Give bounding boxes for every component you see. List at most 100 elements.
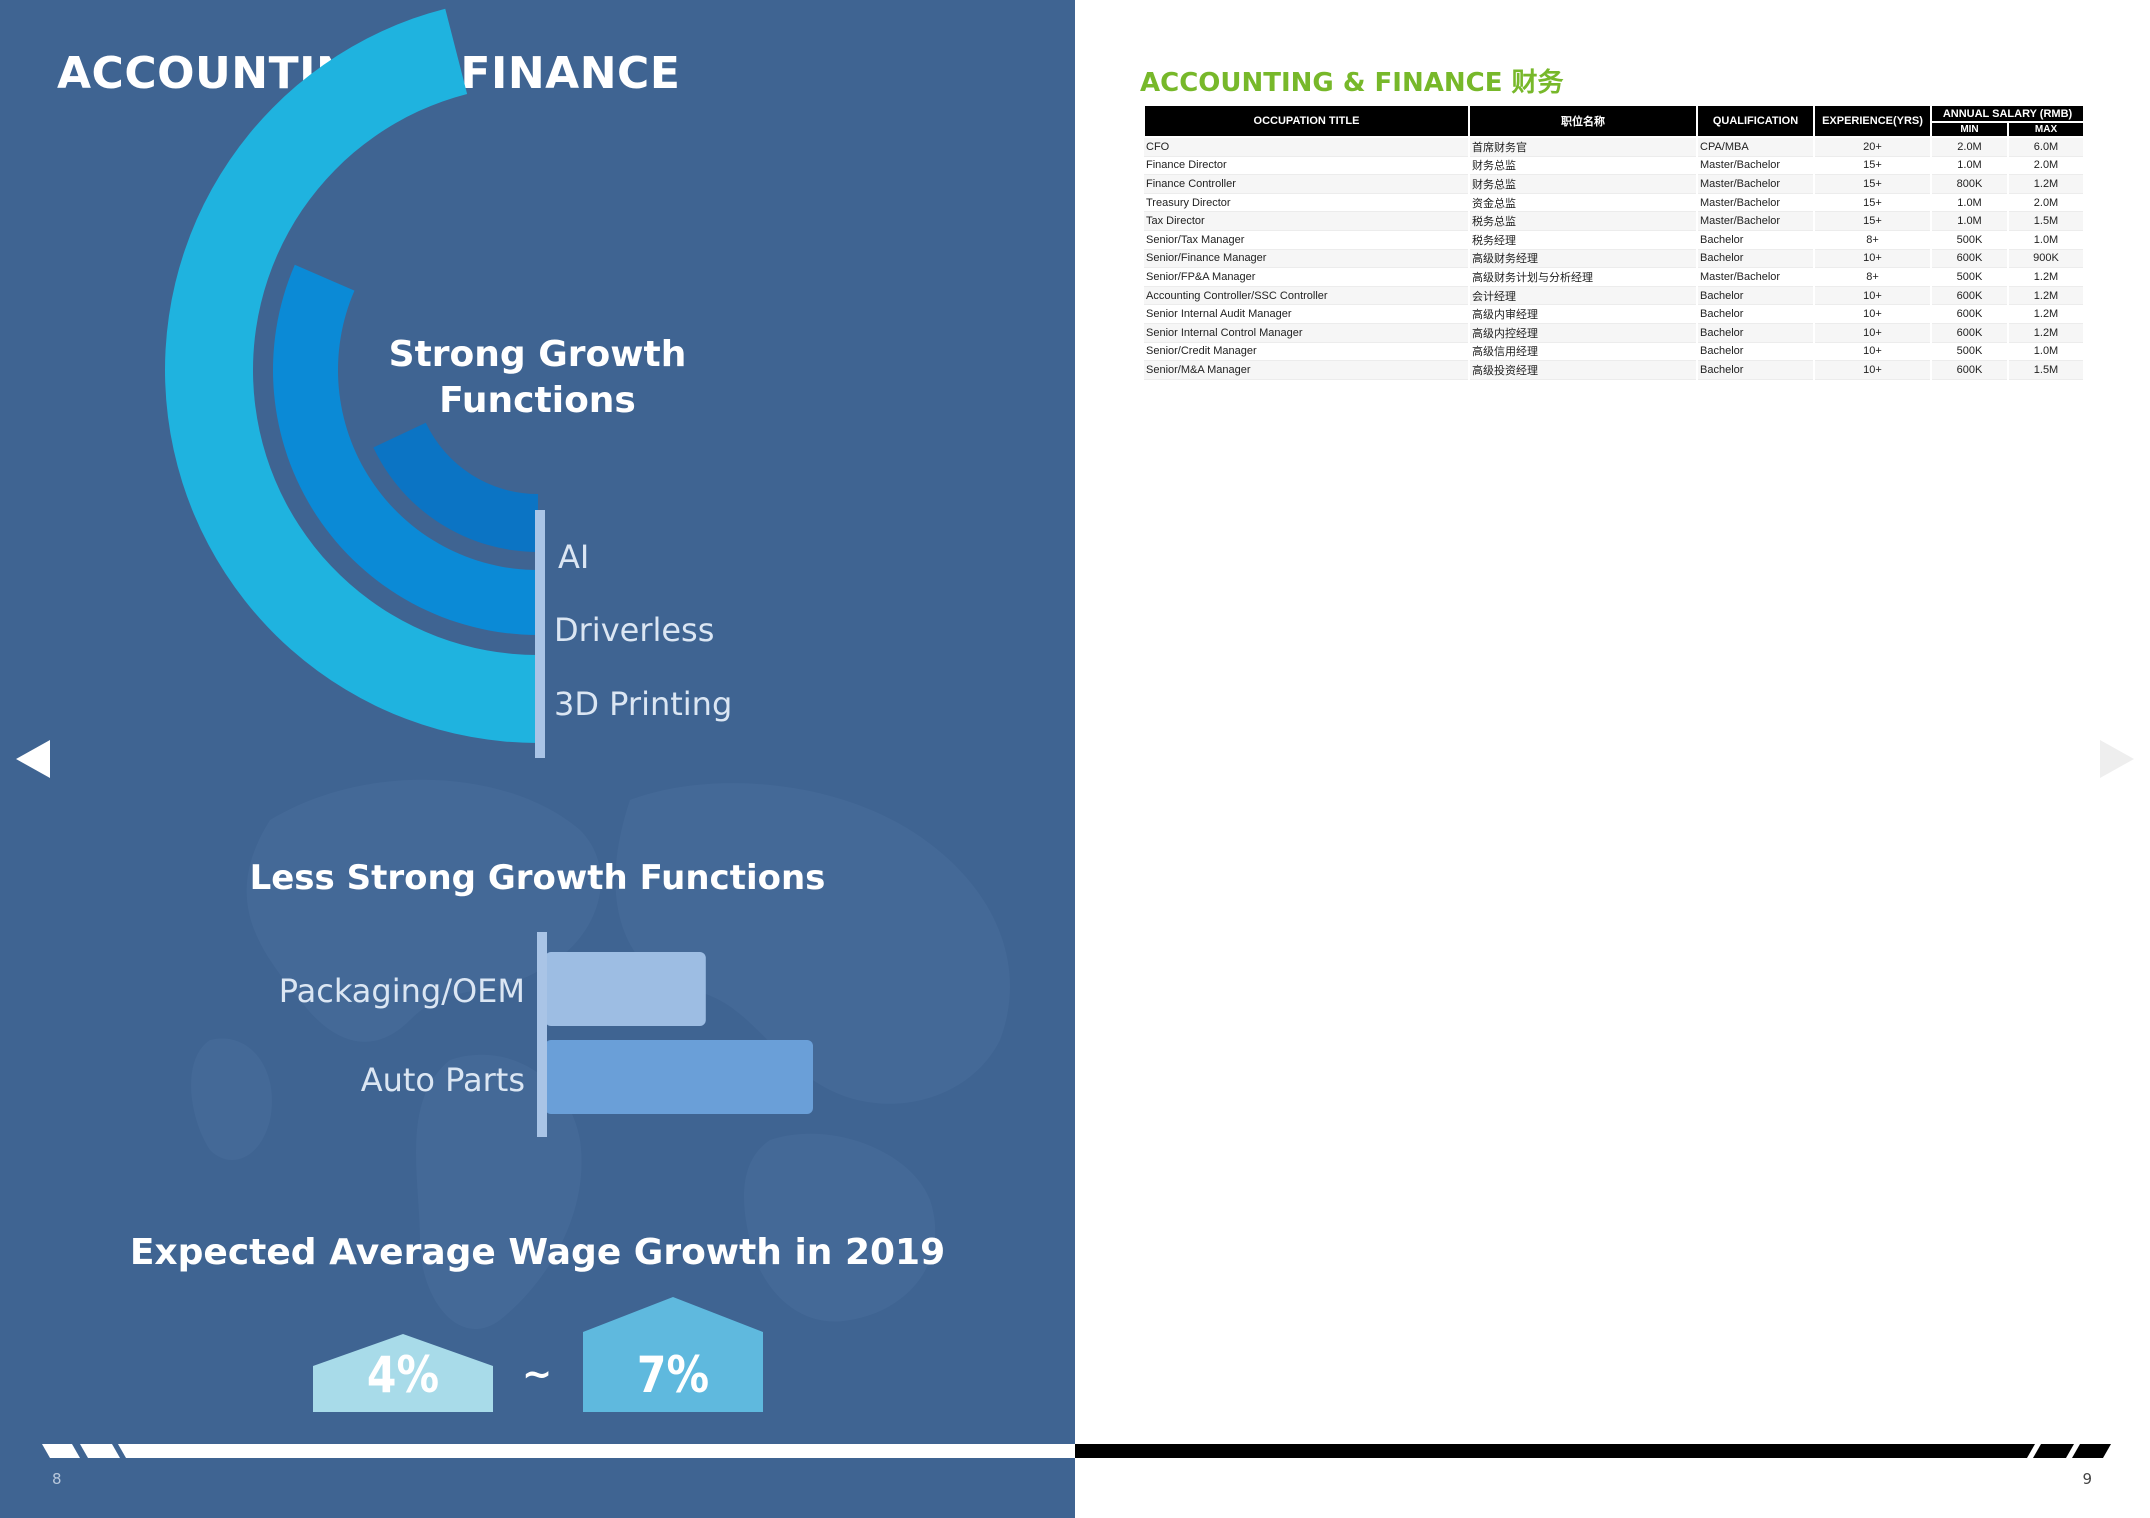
table-row: Senior/Tax Manager 税务经理 Bachelor 8+ 500K 1.0M (1144, 230, 2086, 250)
col-occupation-cn: 高级财务经理 (1469, 249, 1698, 269)
arc-label-driverless: Driverless (554, 611, 715, 649)
col-qualification: CPA/MBA (1697, 137, 1815, 157)
left-page: ACCOUNTING & FINANCE Strong Growth Funct… (0, 0, 1075, 1518)
col-salary-max: 2.0M (2008, 156, 2086, 176)
wage-low-house-shape (313, 1334, 493, 1412)
col-occupation: Senior/FP&A Manager (1144, 267, 1470, 287)
col-qualification: Master/Bachelor (1697, 267, 1815, 287)
col-salary-min: 1.0M (1931, 193, 2009, 213)
col-occupation: Finance Controller (1144, 174, 1470, 194)
salary-table-body: CFO 首席财务官 CPA/MBA 20+ 2.0M 6.0M Finance Direct… (1144, 137, 2086, 380)
wage-separator: ~ (522, 1354, 553, 1395)
col-occupation: Senior Internal Control Manager (1144, 323, 1470, 343)
col-qualification: Bachelor (1697, 304, 1815, 324)
table-row: Treasury Director 资金总监 Master/Bachelor 15+ 1… (1144, 193, 2086, 213)
col-experience: 10+ (1814, 342, 1932, 362)
col-occupation-cn: 高级信用经理 (1469, 342, 1698, 362)
page-number-right: 9 (2082, 1470, 2092, 1488)
col-experience: 15+ (1814, 211, 1932, 231)
col-salary-max: 1.5M (2008, 211, 2086, 231)
col-experience: 10+ (1814, 249, 1932, 269)
col-occupation-cn: 高级财务计划与分析经理 (1469, 267, 1698, 287)
col-salary-min: 1.0M (1931, 156, 2009, 176)
col-occupation-cn: 高级内审经理 (1469, 304, 1698, 324)
right-footer-stripe (1075, 1444, 2111, 1458)
col-occupation: Senior Internal Audit Manager (1144, 304, 1470, 324)
triangle-left-icon[interactable] (14, 738, 52, 780)
bar-chart-axis (537, 932, 547, 1137)
strong-growth-title: Strong Growth Functions (370, 332, 705, 424)
table-row: Senior/M&A Manager 高级投资经理 Bachelor 10+ 600K 1… (1144, 360, 2086, 380)
strong-growth-title-line2: Functions (439, 380, 636, 421)
left-footer-stripe (42, 1444, 1075, 1458)
col-salary-max: 1.2M (2008, 323, 2086, 343)
arc-ai (373, 422, 538, 552)
col-qualification: Bachelor (1697, 286, 1815, 306)
col-experience: 10+ (1814, 304, 1932, 324)
col-occupation-cn: 资金总监 (1469, 193, 1698, 213)
col-salary-max: 1.5M (2008, 360, 2086, 380)
col-salary-max: 1.0M (2008, 230, 2086, 250)
table-row: Senior Internal Control Manager 高级内控经理 Bac… (1144, 323, 2086, 343)
col-qualification: Bachelor (1697, 249, 1815, 269)
col-experience: 15+ (1814, 174, 1932, 194)
col-salary-min: 600K (1931, 360, 2009, 380)
col-occupation: Senior/Credit Manager (1144, 342, 1470, 362)
header-qualification: QUALIFICATION (1696, 104, 1815, 138)
arc-chart-axis (535, 510, 545, 758)
triangle-right-icon[interactable] (2098, 738, 2136, 780)
header-occupation-cn: 职位名称 (1468, 104, 1698, 138)
col-occupation: Tax Director (1144, 211, 1470, 231)
wage-growth-title: Expected Average Wage Growth in 2019 (129, 1232, 946, 1273)
col-salary-min: 2.0M (1931, 137, 2009, 157)
col-salary-min: 600K (1931, 249, 2009, 269)
col-occupation-cn: 会计经理 (1469, 286, 1698, 306)
table-row: Senior/FP&A Manager 高级财务计划与分析经理 Master/Bac… (1144, 267, 2086, 287)
wage-high-house-shape (583, 1297, 763, 1412)
arc-driverless (273, 264, 538, 635)
col-salary-min: 500K (1931, 342, 2009, 362)
col-experience: 15+ (1814, 156, 1932, 176)
bar-packaging-oem (545, 952, 706, 1026)
col-experience: 10+ (1814, 360, 1932, 380)
col-salary-min: 500K (1931, 230, 2009, 250)
wage-high-value: 7% (636, 1346, 710, 1404)
bar-label-auto-parts: Auto Parts (360, 1061, 525, 1099)
col-salary-min: 1.0M (1931, 211, 2009, 231)
col-salary-max: 1.2M (2008, 267, 2086, 287)
col-occupation-cn: 首席财务官 (1469, 137, 1698, 157)
col-occupation-cn: 高级内控经理 (1469, 323, 1698, 343)
arc-label-ai: AI (558, 538, 590, 576)
col-qualification: Bachelor (1697, 342, 1815, 362)
col-salary-min: 500K (1931, 267, 2009, 287)
col-salary-min: 800K (1931, 174, 2009, 194)
col-experience: 10+ (1814, 286, 1932, 306)
col-occupation: Senior/Tax Manager (1144, 230, 1470, 250)
bar-label-packaging-oem: Packaging/OEM (278, 972, 525, 1010)
col-occupation: Treasury Director (1144, 193, 1470, 213)
header-max: MAX (2006, 121, 2086, 138)
col-salary-max: 1.2M (2008, 304, 2086, 324)
col-salary-max: 1.0M (2008, 342, 2086, 362)
arc-label-3d-printing: 3D Printing (554, 685, 733, 723)
col-occupation-cn: 税务总监 (1469, 211, 1698, 231)
col-qualification: Bachelor (1697, 360, 1815, 380)
col-qualification: Master/Bachelor (1697, 211, 1815, 231)
table-row: Finance Director 财务总监 Master/Bachelor 15+ 1.… (1144, 156, 2086, 176)
col-salary-min: 600K (1931, 286, 2009, 306)
col-experience: 20+ (1814, 137, 1932, 157)
col-occupation-cn: 税务经理 (1469, 230, 1698, 250)
col-salary-min: 600K (1931, 323, 2009, 343)
col-salary-max: 900K (2008, 249, 2086, 269)
col-salary-max: 6.0M (2008, 137, 2086, 157)
table-row: Senior Internal Audit Manager 高级内审经理 Bache… (1144, 304, 2086, 324)
arc-3d-printing (164, 8, 538, 743)
col-occupation-cn: 财务总监 (1469, 174, 1698, 194)
bar-auto-parts (545, 1040, 813, 1114)
header-occupation: OCCUPATION TITLE (1143, 104, 1470, 138)
less-strong-growth-bar-chart (537, 932, 813, 1137)
page-number-left: 8 (52, 1470, 62, 1488)
header-experience: EXPERIENCE(YRS) (1813, 104, 1932, 138)
col-experience: 8+ (1814, 230, 1932, 250)
col-salary-max: 1.2M (2008, 286, 2086, 306)
